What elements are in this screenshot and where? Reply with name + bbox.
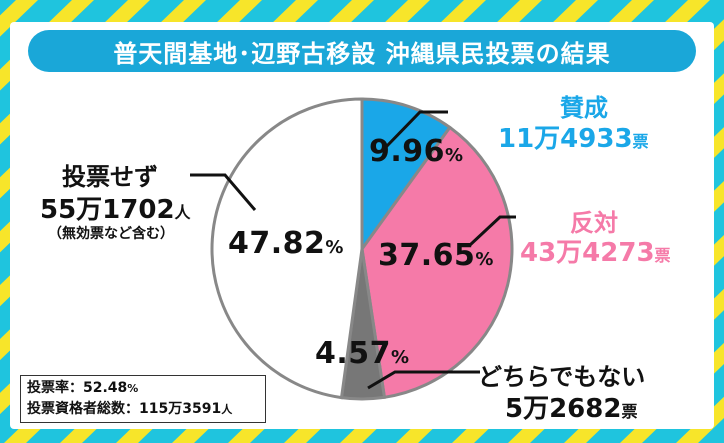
slice-yes-percent: 9.96% [369,134,464,169]
leader-yes [383,110,448,150]
stripe [0,0,38,37]
label-abstain-name: 投票せず [62,163,158,191]
slice-abstain-percent: 47.82% [228,226,344,261]
label-no-count: 43万4273票 [520,238,671,268]
eligible-line: 投票資格者総数：115万3591人 [27,401,233,417]
label-abstain-note: （無効票など含む） [48,226,174,242]
label-abstain-count: 55万1702人 [40,195,191,225]
slice-no-percent: 37.65% [378,238,494,273]
label-neither-name: どちらでもない [478,363,646,391]
stats-box: 投票率：52.48% 投票資格者総数：115万3591人 [20,375,266,423]
label-yes-name: 賛成 [560,94,608,122]
leader-neither [367,370,480,390]
leader-no [468,215,516,247]
pie-slice-no [360,125,514,400]
pie-slice-yes [360,97,452,254]
leader-abstain [190,173,257,211]
pie-slice-abstain [210,97,364,400]
label-yes-count: 11万4933票 [498,124,649,154]
label-no-name: 反対 [570,209,618,237]
slice-neither-percent: 4.57% [315,336,410,371]
turnout-line: 投票率：52.48% [27,380,139,396]
page-title: 普天間基地･辺野古移設 沖縄県民投票の結果 [28,30,696,72]
label-neither-count: 5万2682票 [505,394,638,424]
